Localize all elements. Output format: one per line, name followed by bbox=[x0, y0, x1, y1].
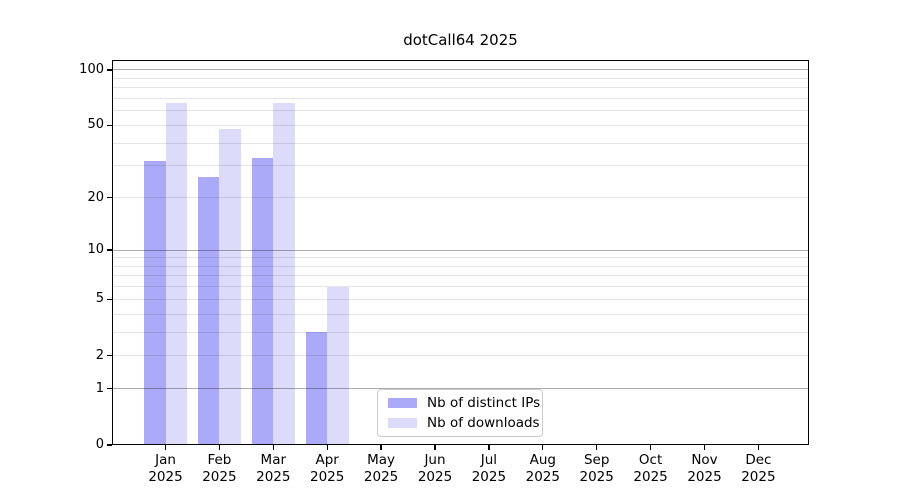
gridline-50 bbox=[112, 124, 809, 126]
x-tick-mark bbox=[434, 445, 436, 450]
x-tick-mark bbox=[272, 445, 274, 450]
gridline-8 bbox=[112, 265, 809, 267]
legend-item-distinct-ips: Nb of distinct IPs bbox=[382, 395, 541, 411]
legend: Nb of distinct IPs Nb of downloads bbox=[377, 389, 543, 437]
bar-downloads-mar bbox=[273, 103, 295, 445]
x-tick-label-oct: Oct 2025 bbox=[633, 452, 668, 485]
x-tick-mark bbox=[757, 445, 760, 450]
legend-label-downloads: Nb of downloads bbox=[427, 415, 540, 431]
bar-downloads-apr bbox=[327, 286, 349, 445]
y-tick-mark bbox=[107, 298, 112, 301]
gridline-20 bbox=[112, 197, 809, 199]
x-tick-mark bbox=[380, 445, 382, 450]
gridline-3 bbox=[112, 331, 809, 333]
legend-label-distinct-ips: Nb of distinct IPs bbox=[427, 395, 541, 411]
bar-downloads-feb bbox=[219, 128, 241, 445]
x-tick-mark bbox=[488, 445, 490, 450]
gridline-9 bbox=[112, 257, 809, 259]
y-tick-label-50: 50 bbox=[87, 117, 104, 133]
y-tick-mark bbox=[107, 196, 112, 199]
bar-distinct-ips-mar bbox=[251, 158, 274, 445]
y-tick-mark bbox=[107, 354, 112, 357]
gridline-80 bbox=[112, 87, 809, 89]
gridline-10 bbox=[112, 249, 809, 251]
x-tick-label-may: May 2025 bbox=[363, 452, 399, 485]
gridline-70 bbox=[112, 98, 809, 99]
gridline-6 bbox=[112, 286, 809, 288]
x-tick-label-jul: Jul 2025 bbox=[471, 452, 507, 485]
gridline-40 bbox=[112, 142, 809, 144]
x-tick-label-dec: Dec 2025 bbox=[741, 452, 776, 485]
x-tick-label-feb: Feb 2025 bbox=[202, 452, 237, 485]
y-tick-label-5: 5 bbox=[95, 291, 104, 307]
gridline-2 bbox=[112, 355, 809, 357]
y-tick-label-1: 1 bbox=[95, 380, 104, 396]
y-tick-label-2: 2 bbox=[95, 347, 104, 363]
x-tick-mark bbox=[596, 445, 598, 450]
y-tick-mark bbox=[107, 124, 112, 127]
y-tick-label-100: 100 bbox=[79, 61, 104, 77]
x-tick-mark bbox=[649, 445, 652, 450]
y-tick-label-10: 10 bbox=[87, 242, 104, 258]
x-tick-label-aug: Aug 2025 bbox=[525, 452, 560, 485]
y-tick-mark bbox=[107, 69, 112, 71]
x-tick-label-mar: Mar 2025 bbox=[256, 452, 291, 485]
legend-swatch-distinct-ips bbox=[388, 398, 417, 408]
legend-swatch-downloads bbox=[388, 418, 417, 428]
bar-downloads-jan bbox=[165, 103, 187, 445]
bar-distinct-ips-jan bbox=[144, 160, 166, 445]
x-tick-mark bbox=[703, 445, 706, 450]
x-tick-label-nov: Nov 2025 bbox=[687, 452, 722, 485]
x-tick-label-jun: Jun 2025 bbox=[417, 452, 453, 485]
x-tick-label-jan: Jan 2025 bbox=[148, 452, 183, 485]
gridline-7 bbox=[112, 275, 809, 277]
x-tick-mark bbox=[164, 445, 167, 450]
x-tick-mark bbox=[218, 445, 221, 450]
gridline-4 bbox=[112, 313, 809, 315]
y-tick-label-20: 20 bbox=[87, 189, 104, 205]
y-tick-mark bbox=[107, 387, 112, 390]
x-tick-label-sep: Sep 2025 bbox=[579, 452, 614, 485]
gridline-1 bbox=[112, 388, 809, 390]
legend-item-downloads: Nb of downloads bbox=[382, 415, 540, 431]
y-tick-mark bbox=[107, 249, 112, 251]
bar-distinct-ips-apr bbox=[305, 332, 328, 445]
gridline-90 bbox=[112, 77, 809, 79]
x-tick-label-apr: Apr 2025 bbox=[310, 452, 345, 485]
gridline-100 bbox=[112, 69, 809, 71]
x-tick-mark bbox=[542, 445, 544, 450]
gridline-5 bbox=[112, 298, 809, 300]
x-tick-mark bbox=[326, 445, 328, 450]
gridline-60 bbox=[112, 110, 809, 112]
plot-area bbox=[112, 60, 809, 445]
chart-title: dotCall64 2025 bbox=[403, 31, 518, 49]
gridline-30 bbox=[112, 165, 809, 167]
y-tick-mark bbox=[107, 444, 112, 446]
bar-distinct-ips-feb bbox=[197, 177, 220, 445]
y-tick-label-0: 0 bbox=[95, 437, 104, 452]
